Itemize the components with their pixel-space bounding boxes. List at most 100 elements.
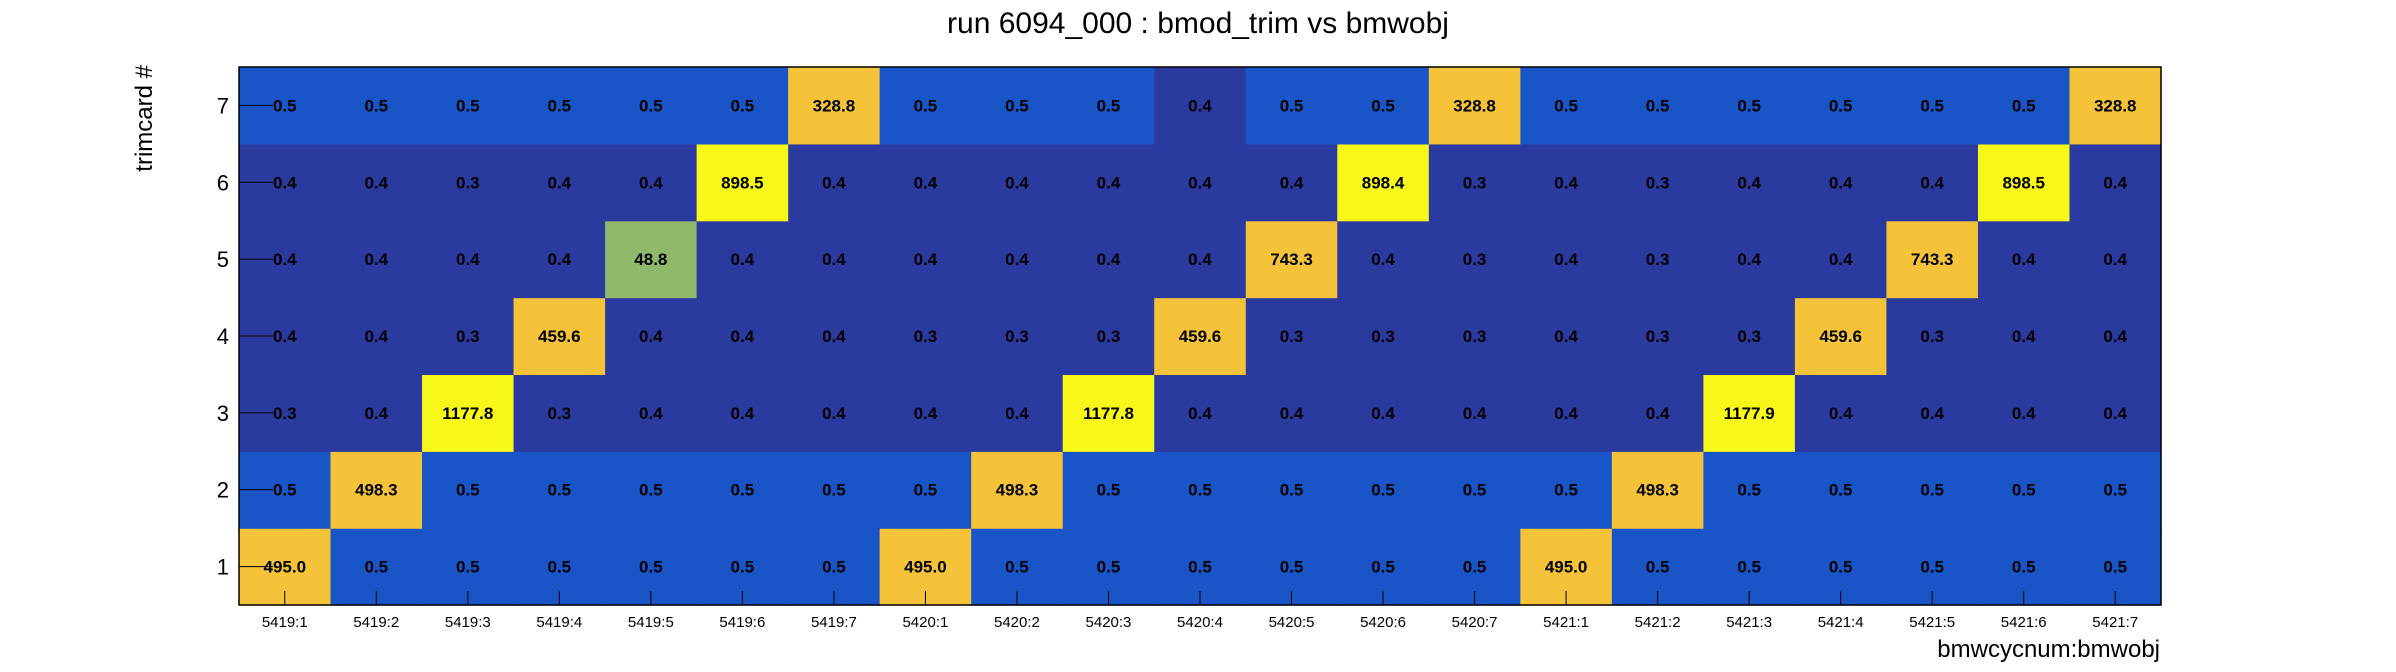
heatmap-cell [1245,374,1338,452]
heatmap-cell [422,220,515,299]
heatmap-cell [1794,67,1888,145]
cell-value-label: 0.4 [1920,404,1944,423]
heatmap-cell [1794,297,1888,376]
heatmap-cell [1062,374,1155,452]
heatmap-cell [1611,67,1704,145]
cell-value-label: 0.4 [1554,404,1578,423]
cell-value-label: 1177.9 [1724,404,1775,423]
heatmap-cell [1703,67,1796,145]
cell-value-label: 0.4 [364,327,388,346]
cell-value-label: 0.5 [639,96,663,115]
heatmap-cell [696,220,789,299]
cell-value-label: 0.4 [1737,250,1761,269]
heatmap-cell [1337,143,1430,222]
cell-value-label: 0.5 [731,558,755,577]
cell-value-label: 0.5 [2103,481,2127,500]
heatmap-cell [1154,374,1247,452]
cell-value-label: 0.4 [1737,173,1761,192]
heatmap-cell [1977,374,2071,452]
heatmap-cell [1428,220,1521,299]
heatmap-cell [1794,374,1888,452]
heatmap-cell [2069,67,2162,145]
cell-value-label: 0.4 [1005,173,1029,192]
heatmap-cell [1520,451,1613,529]
heatmap-cell [513,451,606,529]
cell-value-label: 0.5 [914,481,938,500]
x-tick-label: 5421:4 [1818,614,1864,631]
x-tick-label: 5421:1 [1543,614,1589,631]
cell-value-label: 0.4 [1829,404,1853,423]
heatmap-cell [1245,143,1338,222]
y-axis-title: trimcard # [131,64,158,171]
heatmap-cell [422,67,515,145]
x-tick-label: 5420:5 [1269,614,1315,631]
heatmap-cell [696,67,789,145]
cell-value-label: 0.4 [456,250,480,269]
heatmap-cell [971,67,1064,145]
heatmap-cell [879,374,972,452]
cell-value-label: 0.5 [1005,558,1029,577]
cell-value-label: 0.4 [1920,173,1944,192]
heatmap-cell [1703,451,1796,529]
x-tick-label: 5420:7 [1452,614,1498,631]
heatmap-cell [879,297,972,376]
heatmap-cell [1245,297,1338,376]
heatmap-cell [605,67,698,145]
heatmap-cell [1611,297,1704,376]
x-tick-label: 5421:6 [2001,614,2047,631]
heatmap-cell [879,67,972,145]
cell-value-label: 0.4 [731,404,755,423]
cell-value-label: 1177.8 [1083,404,1134,423]
cell-value-label: 0.3 [273,404,297,423]
heatmap-cell [1520,297,1613,376]
cell-value-label: 0.4 [822,173,846,192]
cell-value-label: 0.5 [1097,558,1121,577]
heatmap-cell [2069,143,2162,222]
heatmap-cell [1977,220,2071,299]
cell-value-label: 0.5 [1737,558,1761,577]
heatmap-cell [1154,143,1247,222]
cell-value-label: 0.5 [1737,481,1761,500]
cell-value-label: 0.4 [273,250,297,269]
heatmap-cell [788,220,881,299]
heatmap-cell [696,451,789,529]
cell-value-label: 0.4 [1554,250,1578,269]
heatmap-cell [1337,220,1430,299]
heatmap-cell [1337,374,1430,452]
heatmap-cell [879,143,972,222]
cell-value-label: 0.5 [456,558,480,577]
heatmap-cell [1611,451,1704,529]
cell-value-label: 0.3 [1463,173,1487,192]
x-tick-label: 5421:7 [2092,614,2138,631]
heatmap-cell [1154,451,1247,529]
x-tick-label: 5419:5 [628,614,674,631]
heatmap-cell [1520,143,1613,222]
cell-value-label: 0.5 [639,481,663,500]
cell-value-label: 0.4 [1188,404,1212,423]
heatmap-cell [605,451,698,529]
y-tick-label: 4 [217,324,229,349]
heatmap-cell [1886,67,1979,145]
y-tick-label: 5 [217,247,229,272]
x-tick-label: 5420:1 [902,614,948,631]
heatmap-cell [1703,297,1796,376]
x-tick-label: 5420:6 [1360,614,1406,631]
cell-value-label: 0.5 [273,481,297,500]
heatmap-cell [1245,67,1338,145]
cell-value-label: 328.8 [2094,96,2137,115]
heatmap-cell [971,374,1064,452]
cell-value-label: 0.4 [822,250,846,269]
cell-value-label: 0.3 [548,404,572,423]
cell-value-label: 0.3 [1463,327,1487,346]
heatmap-cell [2069,220,2162,299]
cell-value-label: 0.5 [1646,96,1670,115]
cell-value-label: 0.4 [914,173,938,192]
y-tick-label: 1 [217,555,229,580]
heatmap-cell [330,451,423,529]
cell-value-label: 0.5 [1005,96,1029,115]
cell-value-label: 0.4 [1371,250,1395,269]
x-tick-label: 5419:4 [536,614,582,631]
heatmap-cell [1154,67,1247,145]
cell-value-label: 495.0 [263,558,306,577]
